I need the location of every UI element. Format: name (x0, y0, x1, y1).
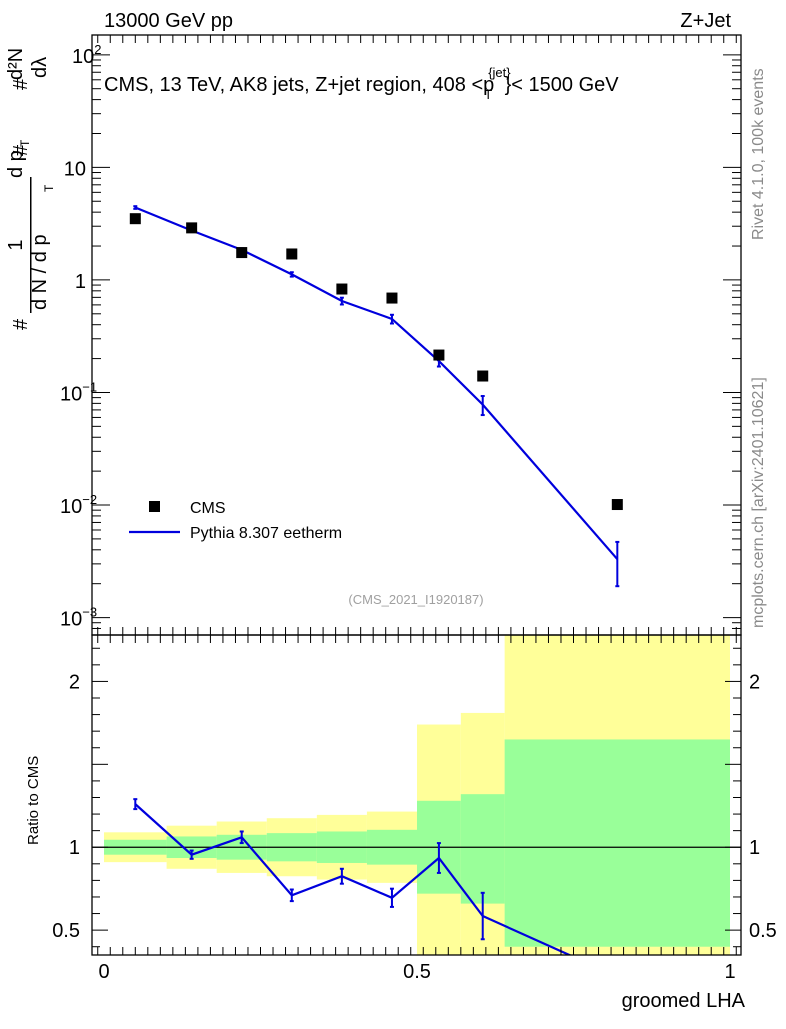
x-tick-label: 0.5 (403, 961, 431, 983)
plot-title: CMS, 13 TeV, AK8 jets, Z+jet region, 408… (104, 65, 619, 102)
svg-text:#: # (10, 144, 32, 156)
svg-text:d²N: d²N (5, 48, 27, 80)
svg-text:T: T (42, 184, 56, 192)
analysis-id: (CMS_2021_I1920187) (348, 592, 483, 607)
cms-data-point (386, 292, 398, 304)
main-plot-data (129, 205, 623, 588)
legend-cms-label: CMS (190, 500, 226, 517)
cms-data-point (336, 283, 348, 295)
y-tick-label: 10 (64, 158, 86, 180)
cms-data-point (286, 248, 298, 260)
ratio-y-tick-label-right: 1 (749, 837, 760, 859)
ratio-y-tick-label-right: 2 (749, 671, 760, 693)
y-tick-label: 10−1 (60, 379, 97, 405)
svg-text:#: # (10, 78, 32, 90)
svg-text:1: 1 (5, 239, 27, 250)
y-tick-label: 1 (75, 271, 86, 293)
svg-text:d N / d p: d N / d p (29, 234, 51, 310)
cms-data-point (236, 247, 248, 259)
svg-text:dλ: dλ (29, 57, 51, 78)
svg-text:#: # (10, 318, 32, 330)
x-tick-label: 1 (724, 961, 735, 983)
cms-data-point (611, 499, 623, 511)
band-inner-bin (460, 794, 505, 904)
energy-label: 13000 GeV pp (104, 10, 233, 32)
axis-ticks: 10−3 10−2 10−1 1 10 102 0.5 0.5 1 1 2 2 0 0.5 1 (52, 35, 777, 983)
legend-cms-marker (149, 501, 160, 512)
mcplots-label: mcplots.cern.ch [arXiv:2401.10621] (750, 377, 767, 628)
ratio-plot-data (133, 798, 573, 955)
y-tick-label: 10−3 (60, 605, 97, 631)
ratio-y-label: Ratio to CMS (25, 756, 42, 845)
cms-data-point (129, 213, 141, 225)
ratio-y-tick-label: 2 (69, 671, 80, 693)
legend: CMS Pythia 8.307 eetherm (129, 500, 342, 542)
rivet-label: Rivet 4.1.0, 100k events (750, 68, 767, 240)
svg-text:T: T (18, 139, 32, 147)
legend-pythia-label: Pythia 8.307 eetherm (190, 525, 342, 542)
main-frame (91, 34, 742, 636)
x-tick-label: 0 (98, 961, 109, 983)
y-tick-label: 102 (72, 42, 101, 68)
process-label: Z+Jet (680, 10, 731, 32)
main-y-label: # 1 d N / d p T # d p T # d²N dλ (5, 48, 56, 330)
svg-text:d p: d p (5, 150, 27, 178)
ratio-frame (91, 634, 742, 956)
cms-data-point (186, 222, 198, 234)
ratio-y-tick-label: 1 (69, 837, 80, 859)
band-inner-bin (504, 739, 730, 947)
ratio-y-tick-label: 0.5 (52, 920, 80, 942)
x-axis-label: groomed LHA (622, 990, 746, 1012)
y-tick-label: 10−2 (60, 492, 97, 518)
cms-data-point (433, 349, 445, 361)
ratio-y-tick-label-right: 0.5 (749, 920, 777, 942)
cms-data-point (477, 370, 489, 382)
